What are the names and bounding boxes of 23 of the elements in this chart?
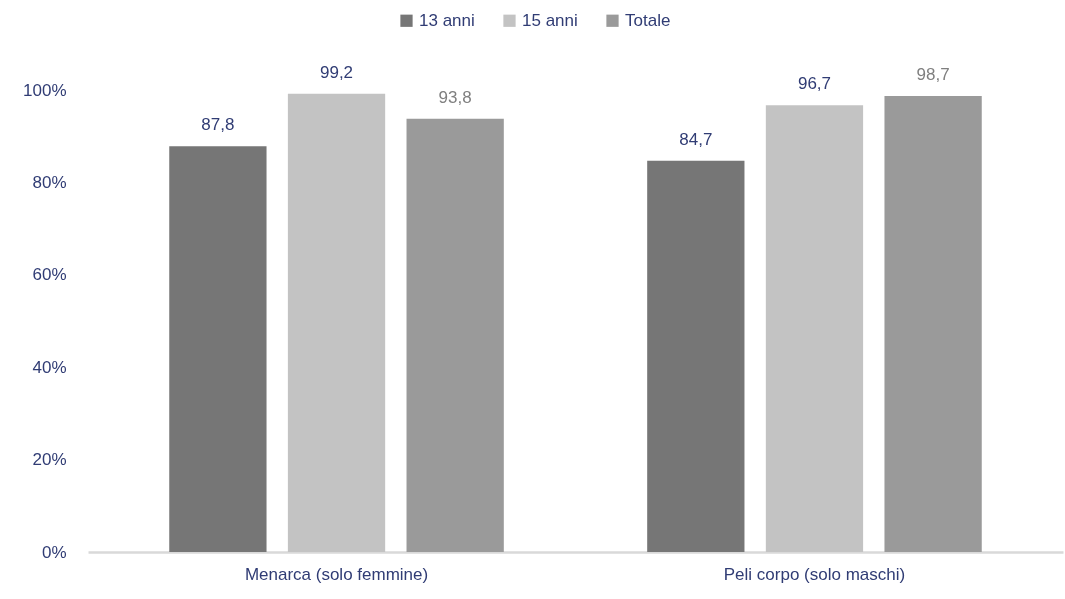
data-label: 99,2 (319, 62, 354, 82)
bar (406, 118, 504, 552)
x-tick-label: Menarca (solo femmine) (244, 564, 429, 584)
y-tick-label: 100% (23, 80, 67, 100)
y-tick-label: 40% (32, 357, 67, 377)
bar (287, 93, 386, 552)
x-tick-label: Peli corpo (solo maschi) (723, 564, 906, 584)
legend-label: Totale (625, 10, 671, 30)
legend-label: 15 anni (522, 10, 578, 30)
y-tick-label: 60% (32, 265, 67, 285)
y-tick-label: 20% (32, 450, 67, 470)
bar (169, 146, 267, 552)
data-label: 87,8 (201, 115, 235, 135)
y-tick-label: 0% (41, 542, 67, 562)
y-tick-label: 80% (32, 172, 67, 192)
bar (765, 105, 864, 552)
bar (884, 96, 982, 552)
legend-label: 13 anni (419, 10, 475, 30)
data-label: 98,7 (916, 65, 950, 85)
data-label: 84,7 (679, 129, 713, 149)
data-label: 93,8 (438, 87, 472, 107)
data-label: 96,7 (797, 74, 832, 94)
bar (647, 160, 745, 552)
